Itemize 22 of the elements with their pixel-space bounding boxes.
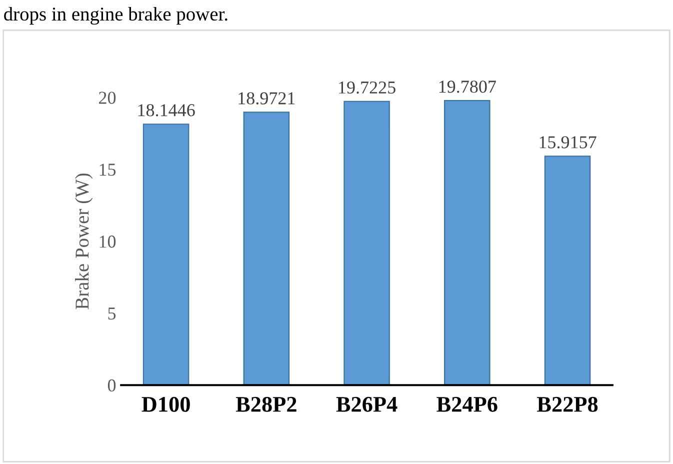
- bar: [544, 156, 591, 386]
- data-label: 18.1446: [138, 104, 195, 116]
- x-tick-label: D100: [142, 396, 190, 412]
- y-tick-label: 0: [108, 379, 116, 392]
- data-label: 19.7807: [439, 80, 496, 93]
- bar: [444, 100, 490, 386]
- text: drops in engine brake power.: [4, 6, 228, 25]
- y-axis-title: Brake Power (W): [75, 174, 93, 310]
- y-tick-label: 20: [99, 92, 116, 104]
- y-tick-label: 15: [100, 164, 116, 176]
- bar: [142, 124, 190, 386]
- y-tick-label: 5: [108, 308, 116, 320]
- x-tick-label: B26P4: [336, 396, 398, 412]
- data-label: 18.9721: [238, 92, 295, 104]
- data-label: 19.7225: [339, 81, 396, 94]
- bar: [243, 112, 290, 386]
- y-tick-label: 10: [100, 236, 116, 248]
- x-tick-label: B22P8: [537, 396, 598, 412]
- bar: [344, 100, 390, 386]
- x-tick-label: B24P6: [436, 396, 498, 412]
- data-label: 15.9157: [540, 136, 596, 148]
- x-tick-label: B28P2: [236, 396, 296, 412]
